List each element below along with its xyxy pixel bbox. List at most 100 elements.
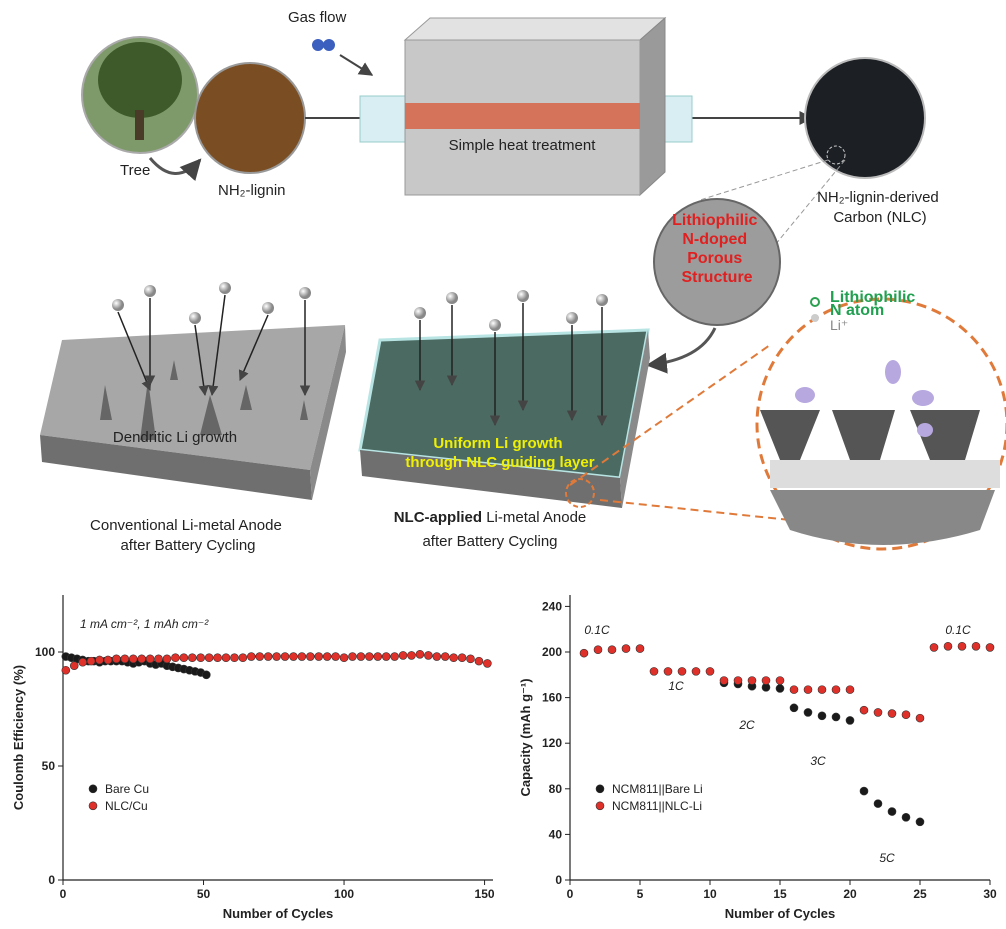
point: [399, 651, 407, 659]
point: [332, 653, 340, 661]
point: [860, 706, 868, 714]
x-tick-label: 100: [334, 887, 354, 901]
molecule: [312, 39, 324, 51]
annotation: 3C: [810, 754, 826, 768]
point: [580, 649, 588, 657]
point: [222, 654, 230, 662]
x-tick-label: 15: [773, 887, 787, 901]
point: [483, 659, 491, 667]
point: [214, 654, 222, 662]
point: [664, 667, 672, 675]
point: [202, 671, 210, 679]
point: [678, 667, 686, 675]
point: [450, 654, 458, 662]
point: [357, 653, 365, 661]
point: [205, 654, 213, 662]
point: [315, 653, 323, 661]
tree-canopy: [98, 42, 182, 118]
point: [79, 658, 87, 666]
point: [163, 655, 171, 663]
annotation: 0.1C: [945, 623, 971, 637]
figure: Tree NH₂-lignin Gas flow Simple heat tre…: [0, 0, 1006, 929]
annotation: 2C: [738, 718, 755, 732]
point: [902, 813, 910, 821]
furnace-top: [405, 18, 665, 40]
n-atom-icon: [811, 298, 819, 306]
x-axis-label: Number of Cycles: [223, 906, 334, 921]
point: [762, 677, 770, 685]
annotation: 1 mA cm⁻², 1 mAh cm⁻²: [80, 617, 209, 631]
point: [636, 645, 644, 653]
point: [121, 655, 129, 663]
y-tick-label: 0: [555, 873, 562, 887]
point: [790, 686, 798, 694]
point: [972, 642, 980, 650]
legend-label: NLC/Cu: [105, 799, 148, 813]
y-tick-label: 120: [542, 736, 562, 750]
point: [441, 653, 449, 661]
point: [650, 667, 658, 675]
label-line: Structure: [681, 269, 752, 286]
point: [475, 657, 483, 665]
arrow: [648, 328, 715, 365]
y-tick-label: 80: [549, 782, 563, 796]
point: [433, 653, 441, 661]
arrow: [150, 158, 200, 174]
point: [197, 654, 205, 662]
label-line: Carbon (NLC): [833, 209, 926, 226]
label: Dendritic Li growth: [113, 429, 237, 446]
point: [916, 818, 924, 826]
point: [171, 654, 179, 662]
lignin-photo: [195, 63, 305, 173]
x-tick-label: 5: [637, 887, 644, 901]
x-axis-label: Number of Cycles: [725, 906, 836, 921]
zoom-line: [600, 500, 790, 520]
legend-marker: [89, 802, 97, 810]
zoom-line: [700, 160, 828, 200]
point: [365, 653, 373, 661]
label: Simple heat treatment: [449, 137, 597, 154]
legend-marker: [596, 802, 604, 810]
point: [986, 643, 994, 651]
label-line: Lithiophilic: [672, 212, 757, 229]
y-tick-label: 50: [42, 759, 56, 773]
point: [340, 654, 348, 662]
point: [790, 704, 798, 712]
x-tick-label: 0: [567, 887, 574, 901]
point: [804, 708, 812, 716]
label-line: Li-metal Anode: [482, 509, 586, 526]
substrate: [770, 490, 995, 545]
point: [298, 653, 306, 661]
li-layer: [770, 460, 1000, 488]
point: [846, 686, 854, 694]
point: [264, 653, 272, 661]
point: [180, 654, 188, 662]
page: {"schematic": { "gas_flow": "Gas flow", …: [0, 0, 1006, 929]
label: Gas flow: [288, 9, 347, 26]
li-ions: [112, 282, 608, 331]
point: [818, 686, 826, 694]
point: [622, 645, 630, 653]
y-tick-label: 100: [35, 645, 55, 659]
carbon-pillars: [760, 410, 980, 460]
point: [888, 710, 896, 718]
y-tick-label: 40: [549, 827, 563, 841]
point: [846, 716, 854, 724]
tree-trunk: [135, 110, 144, 140]
point: [692, 667, 700, 675]
point: [804, 686, 812, 694]
x-tick-label: 30: [983, 887, 997, 901]
legend-label: NCM811||Bare Li: [612, 782, 703, 796]
point: [70, 662, 78, 670]
label-line: N-doped: [682, 231, 747, 248]
label-line: Conventional Li-metal Anode: [90, 517, 282, 534]
point: [776, 677, 784, 685]
furnace-side: [640, 18, 665, 195]
label: NLC-applied Li-metal Anode: [394, 509, 587, 526]
label-line: Porous: [687, 250, 742, 267]
point: [382, 653, 390, 661]
y-tick-label: 0: [48, 873, 55, 887]
point: [104, 656, 112, 664]
y-tick-label: 200: [542, 645, 562, 659]
charts: 050100150050100Number of CyclesCoulomb E…: [11, 595, 997, 921]
